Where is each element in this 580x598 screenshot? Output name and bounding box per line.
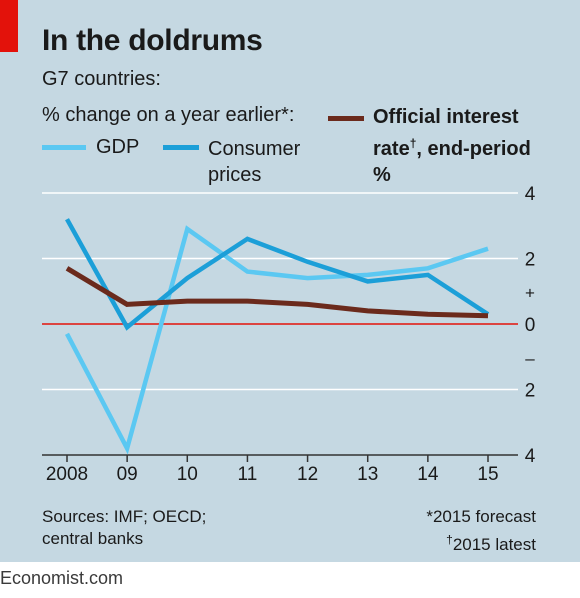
left-axis-note: % change on a year earlier*: bbox=[42, 104, 295, 126]
footnote-latest: †2015 latest bbox=[446, 532, 536, 554]
legend-cpi-swatch bbox=[163, 145, 199, 150]
x-tick-label: 14 bbox=[417, 464, 439, 485]
chart-panel bbox=[0, 0, 580, 562]
brand-label: Economist.com bbox=[0, 568, 124, 588]
x-tick-label: 15 bbox=[477, 464, 498, 485]
x-tick-label: 09 bbox=[117, 464, 138, 485]
y-tick-label: 0 bbox=[525, 315, 536, 336]
legend-rate-dagger: † bbox=[409, 136, 417, 150]
legend-cpi-label: Consumer prices bbox=[208, 136, 300, 188]
legend-rate-line1: Official interest bbox=[373, 106, 519, 128]
legend-rate-line2b: , end-period bbox=[416, 137, 531, 160]
legend-rate-line2a: rate bbox=[373, 137, 410, 160]
footnotes: *2015 forecast †2015 latest bbox=[426, 506, 536, 556]
x-tick-label: 11 bbox=[238, 464, 258, 485]
line-chart: 2008 09 10 11 12 13 14 15 4 2 +0 – 2 4 bbox=[42, 184, 536, 485]
footnote-latest-text: 2015 latest bbox=[452, 534, 536, 554]
legend-rate-line2: rate†, end-period bbox=[373, 136, 531, 160]
legend-rate-label: Official interest rate†, end-period % bbox=[373, 104, 531, 188]
sources-line1: Sources: IMF; OECD; bbox=[42, 507, 207, 526]
x-tick-label: 2008 bbox=[46, 464, 88, 485]
x-tick-label: 13 bbox=[357, 464, 378, 485]
y-tick-label: 4 bbox=[525, 446, 536, 467]
legend-gdp-swatch bbox=[42, 145, 86, 150]
series-line-gdp bbox=[65, 225, 489, 455]
sources-line2: central banks bbox=[42, 529, 144, 548]
brand-red-tag bbox=[0, 0, 18, 52]
footnote-forecast: *2015 forecast bbox=[426, 507, 536, 526]
series-line-rate bbox=[65, 266, 489, 319]
chart-title: In the doldrums bbox=[42, 24, 263, 57]
y-tick-label: 2 bbox=[525, 250, 536, 271]
series-line-cpi bbox=[65, 218, 490, 331]
chart-subtitle: G7 countries: bbox=[42, 68, 161, 90]
x-tick-label: 10 bbox=[177, 464, 198, 485]
legend-cpi-label-line2: prices bbox=[208, 164, 262, 186]
y-tick-label: + bbox=[525, 283, 535, 302]
x-tick-label: 12 bbox=[297, 464, 318, 485]
y-tick-label: – bbox=[525, 349, 535, 368]
legend-cpi-label-line1: Consumer bbox=[208, 138, 301, 160]
legend-rate-swatch bbox=[328, 116, 364, 121]
y-tick-label: 4 bbox=[525, 184, 536, 205]
sources-note: Sources: IMF; OECD; central banks bbox=[42, 506, 206, 550]
y-tick-label: 2 bbox=[525, 381, 536, 402]
legend-rate-line3: % bbox=[373, 163, 391, 186]
footnote-dagger: † bbox=[446, 532, 453, 546]
legend-gdp-label: GDP bbox=[96, 136, 140, 158]
